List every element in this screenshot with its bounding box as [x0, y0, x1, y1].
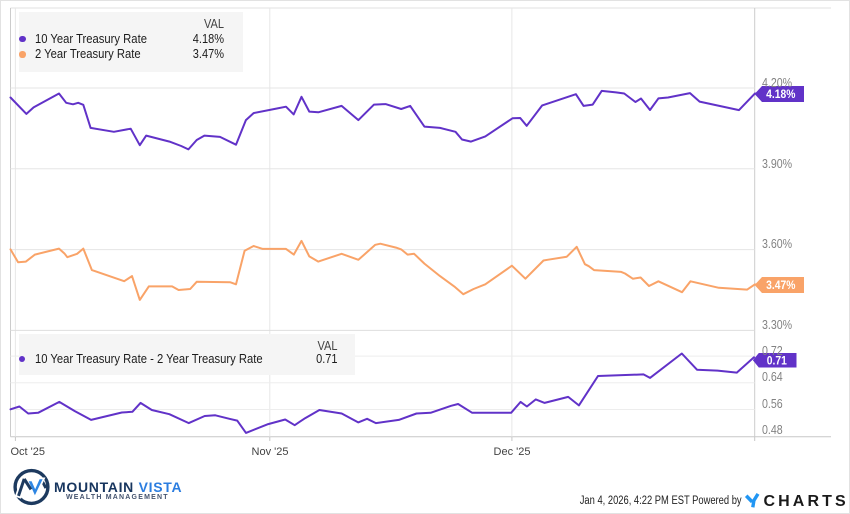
svg-text:3.47%: 3.47%	[766, 280, 795, 293]
svg-text:0.71: 0.71	[767, 355, 787, 368]
svg-text:4.18%: 4.18%	[766, 89, 795, 102]
